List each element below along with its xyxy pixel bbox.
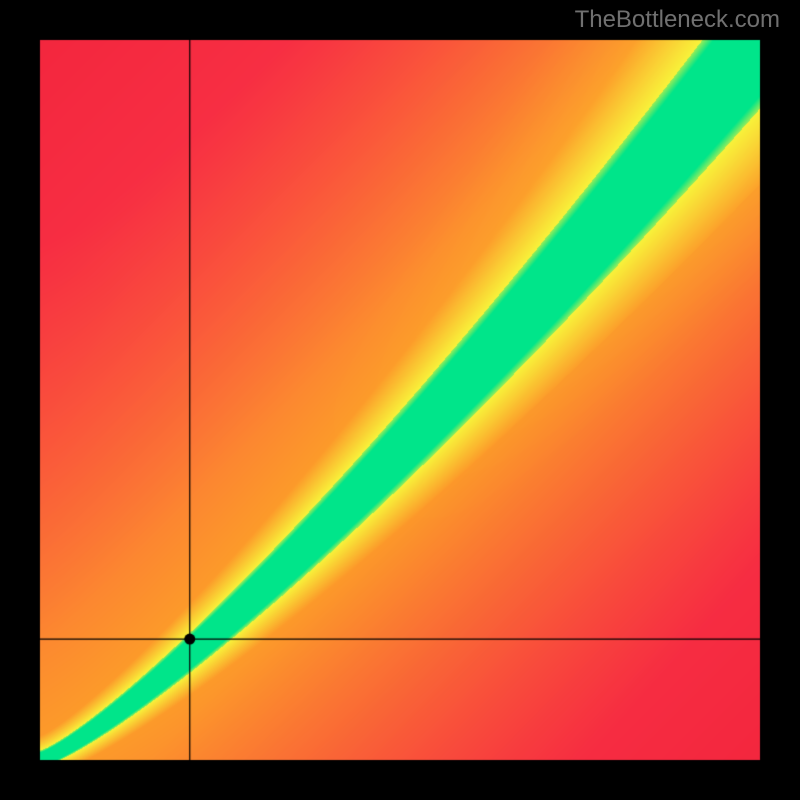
bottleneck-heatmap [0,0,800,800]
heatmap-canvas-wrap [0,0,800,805]
watermark-text: TheBottleneck.com [575,6,780,34]
chart-container: TheBottleneck.com [0,0,800,800]
